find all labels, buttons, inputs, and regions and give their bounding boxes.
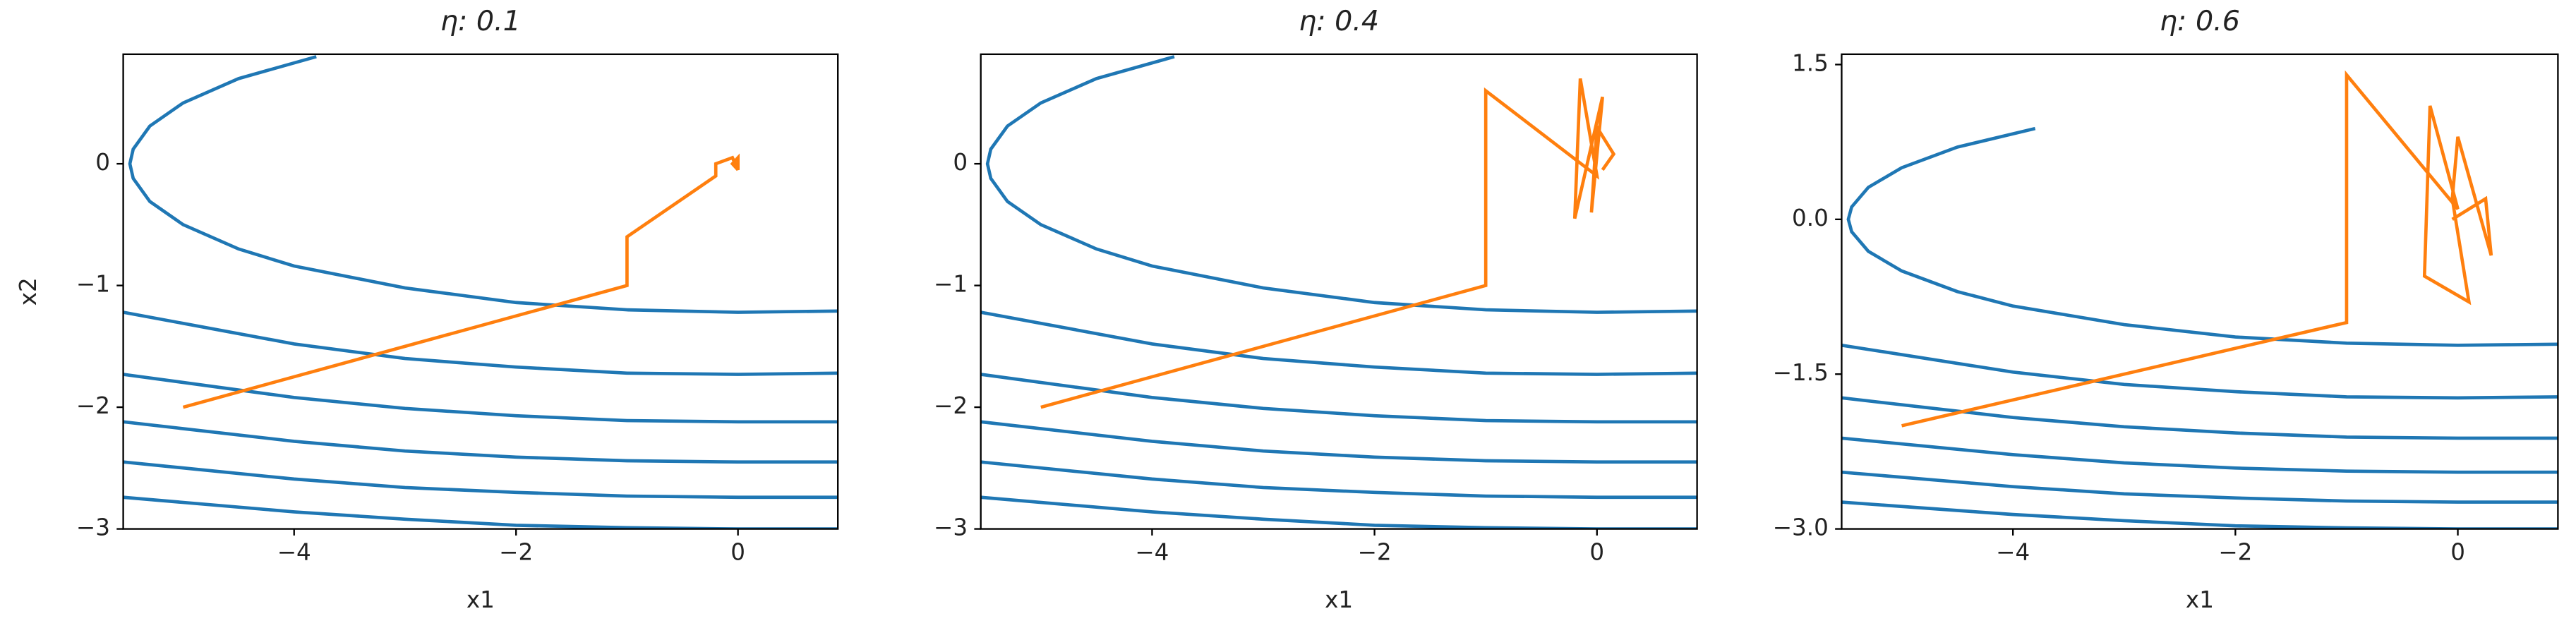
x-tick-label: 0: [1589, 539, 1604, 566]
x-tick-label: 0: [2450, 539, 2465, 566]
x-tick-label: 0: [730, 539, 745, 566]
axes-frame: [980, 53, 1698, 530]
series-line: [1841, 396, 2558, 440]
series-line: [123, 460, 838, 500]
y-tick-label: −3.0: [1773, 514, 1829, 541]
x-tick-label: −2: [499, 539, 533, 566]
x-tick-label: −4: [277, 539, 311, 566]
y-tick-label: 0: [95, 149, 110, 176]
series-line: [1901, 70, 2493, 428]
series-line: [1040, 78, 1616, 409]
series-line: [123, 373, 838, 424]
axes-frame: [122, 53, 839, 530]
series-line: [980, 310, 1697, 376]
x-tick-label: −2: [2218, 539, 2252, 566]
series-line: [1841, 343, 2558, 400]
y-tick-label: −2: [76, 392, 110, 419]
y-tick-label: 0: [953, 149, 968, 176]
y-tick-label: −3: [934, 514, 968, 541]
series-line: [985, 55, 1697, 314]
x-axis-label: x1: [2186, 586, 2214, 613]
series-line: [980, 460, 1697, 500]
y-tick-label: −1.5: [1773, 359, 1829, 386]
chart-title: η: 0.6: [2160, 5, 2240, 37]
series-line: [980, 420, 1697, 464]
x-tick-label: −2: [1358, 539, 1392, 566]
series-line: [123, 310, 838, 376]
x-tick-label: −4: [1135, 539, 1169, 566]
series-line: [1841, 436, 2558, 474]
y-tick-label: 0.0: [1792, 205, 1829, 231]
y-tick-label: 1.5: [1792, 49, 1829, 76]
series-line: [1846, 126, 2558, 347]
chart-title: η: 0.4: [1299, 5, 1379, 37]
axes-frame: [1841, 53, 2559, 530]
y-tick-label: −3: [76, 514, 110, 541]
x-axis-label: x1: [467, 586, 495, 613]
y-tick-label: −1: [76, 271, 110, 298]
series-line: [1841, 500, 2558, 529]
x-axis-label: x1: [1325, 586, 1353, 613]
x-tick-label: −4: [1996, 539, 2030, 566]
series-line: [980, 373, 1697, 424]
series-line: [128, 55, 838, 314]
y-tick-label: −2: [934, 392, 968, 419]
y-axis-label: x2: [15, 277, 42, 306]
series-line: [980, 495, 1697, 529]
y-tick-label: −1: [934, 271, 968, 298]
series-line: [123, 495, 838, 529]
series-line: [182, 153, 740, 409]
chart-title: η: 0.1: [440, 5, 521, 37]
series-line: [1841, 470, 2558, 504]
series-line: [123, 420, 838, 464]
